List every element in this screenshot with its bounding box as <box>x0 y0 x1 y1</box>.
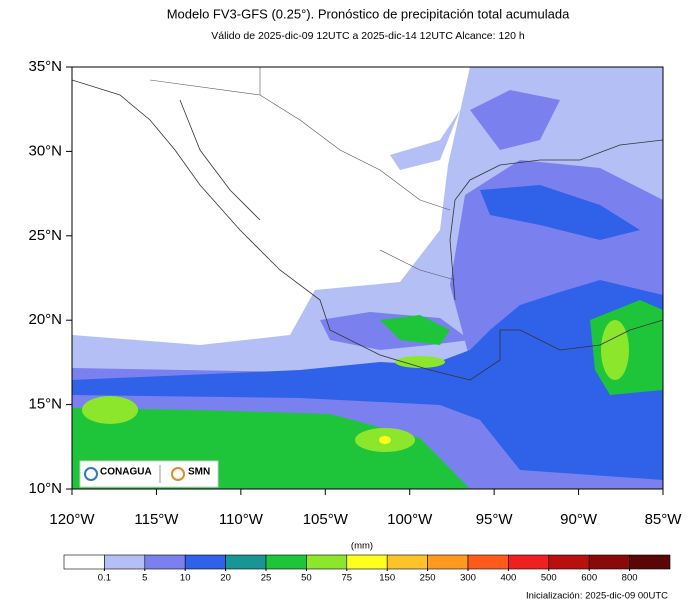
colorbar-label: 50 <box>301 573 312 584</box>
colorbar-swatch <box>548 554 590 570</box>
x-tick-label: 100°W <box>387 511 433 528</box>
y-tick-label: 15°N <box>28 396 62 413</box>
map-frame <box>71 66 664 490</box>
colorbar-swatch <box>346 554 388 570</box>
colorbar-swatch <box>306 554 348 570</box>
colorbar-label: 25 <box>261 573 272 584</box>
colorbar-swatch <box>629 554 671 570</box>
x-tick-label: 115°W <box>134 511 179 528</box>
borders <box>149 67 456 281</box>
logo-conagua: CONAGUA <box>100 467 152 478</box>
colorbar-swatch <box>427 554 469 570</box>
colorbar-label: 5 <box>142 573 147 584</box>
precip-field <box>72 67 663 489</box>
logos: CONAGUA SMN <box>79 460 219 488</box>
colorbar-swatch <box>104 554 146 570</box>
logo-box <box>79 460 219 488</box>
title: Modelo FV3-GFS (0.25°). Pronóstico de pr… <box>167 6 570 21</box>
y-tick-label: 10°N <box>28 480 62 497</box>
x-tick-label: 110°W <box>219 511 264 528</box>
shade-yellow <box>379 436 391 444</box>
colorbar-swatch <box>144 554 186 570</box>
coastline <box>72 79 663 381</box>
logo-smn: SMN <box>188 467 210 478</box>
logo-icon <box>84 467 98 481</box>
x-tick-label: 85°W <box>645 511 683 528</box>
shade-blue <box>480 185 640 240</box>
colorbar-swatch <box>386 554 428 570</box>
colorbar-label: 300 <box>460 573 476 584</box>
x-tick-label: 90°W <box>560 511 598 528</box>
colorbar-label: 10 <box>180 573 191 584</box>
colorbar-swatch <box>184 554 226 570</box>
shade-green <box>380 315 450 345</box>
colorbar-label: 600 <box>581 573 597 584</box>
colorbar-swatch <box>63 554 105 570</box>
y-tick-label: 20°N <box>28 311 62 328</box>
colorbar-label: 250 <box>420 573 436 584</box>
shade-light <box>390 110 460 170</box>
x-tick-label: 120°W <box>49 511 95 528</box>
x-tick-label: 105°W <box>303 511 349 528</box>
colorbar-label: 800 <box>622 573 638 584</box>
colorbar-swatch <box>508 554 550 570</box>
shade-lime <box>395 356 445 368</box>
footer: Inicialización: 2025-dic-09 00UTC <box>526 591 668 602</box>
colorbar-label: 75 <box>342 573 353 584</box>
y-tick-label: 30°N <box>28 142 62 159</box>
colorbar-swatch <box>467 554 509 570</box>
shade-lime <box>82 396 138 424</box>
colorbar-swatch <box>588 554 630 570</box>
colorbar-swatch <box>265 554 307 570</box>
colorbar-label: 20 <box>220 573 231 584</box>
logo-icon <box>171 467 185 481</box>
subtitle: Válido de 2025-dic-09 12UTC a 2025-dic-1… <box>211 30 525 42</box>
shade-lime <box>601 320 629 380</box>
colorbar-label: 0.1 <box>98 573 111 584</box>
colorbar-label: 500 <box>541 573 557 584</box>
colorbar-unit: (mm) <box>351 541 373 552</box>
y-tick-label: 35°N <box>28 58 62 75</box>
colorbar-label: 400 <box>500 573 516 584</box>
shade-mid <box>470 90 560 150</box>
colorbar-label: 150 <box>379 573 395 584</box>
colorbar-swatch <box>225 554 267 570</box>
y-tick-label: 25°N <box>28 227 62 244</box>
x-tick-label: 95°W <box>476 511 514 528</box>
